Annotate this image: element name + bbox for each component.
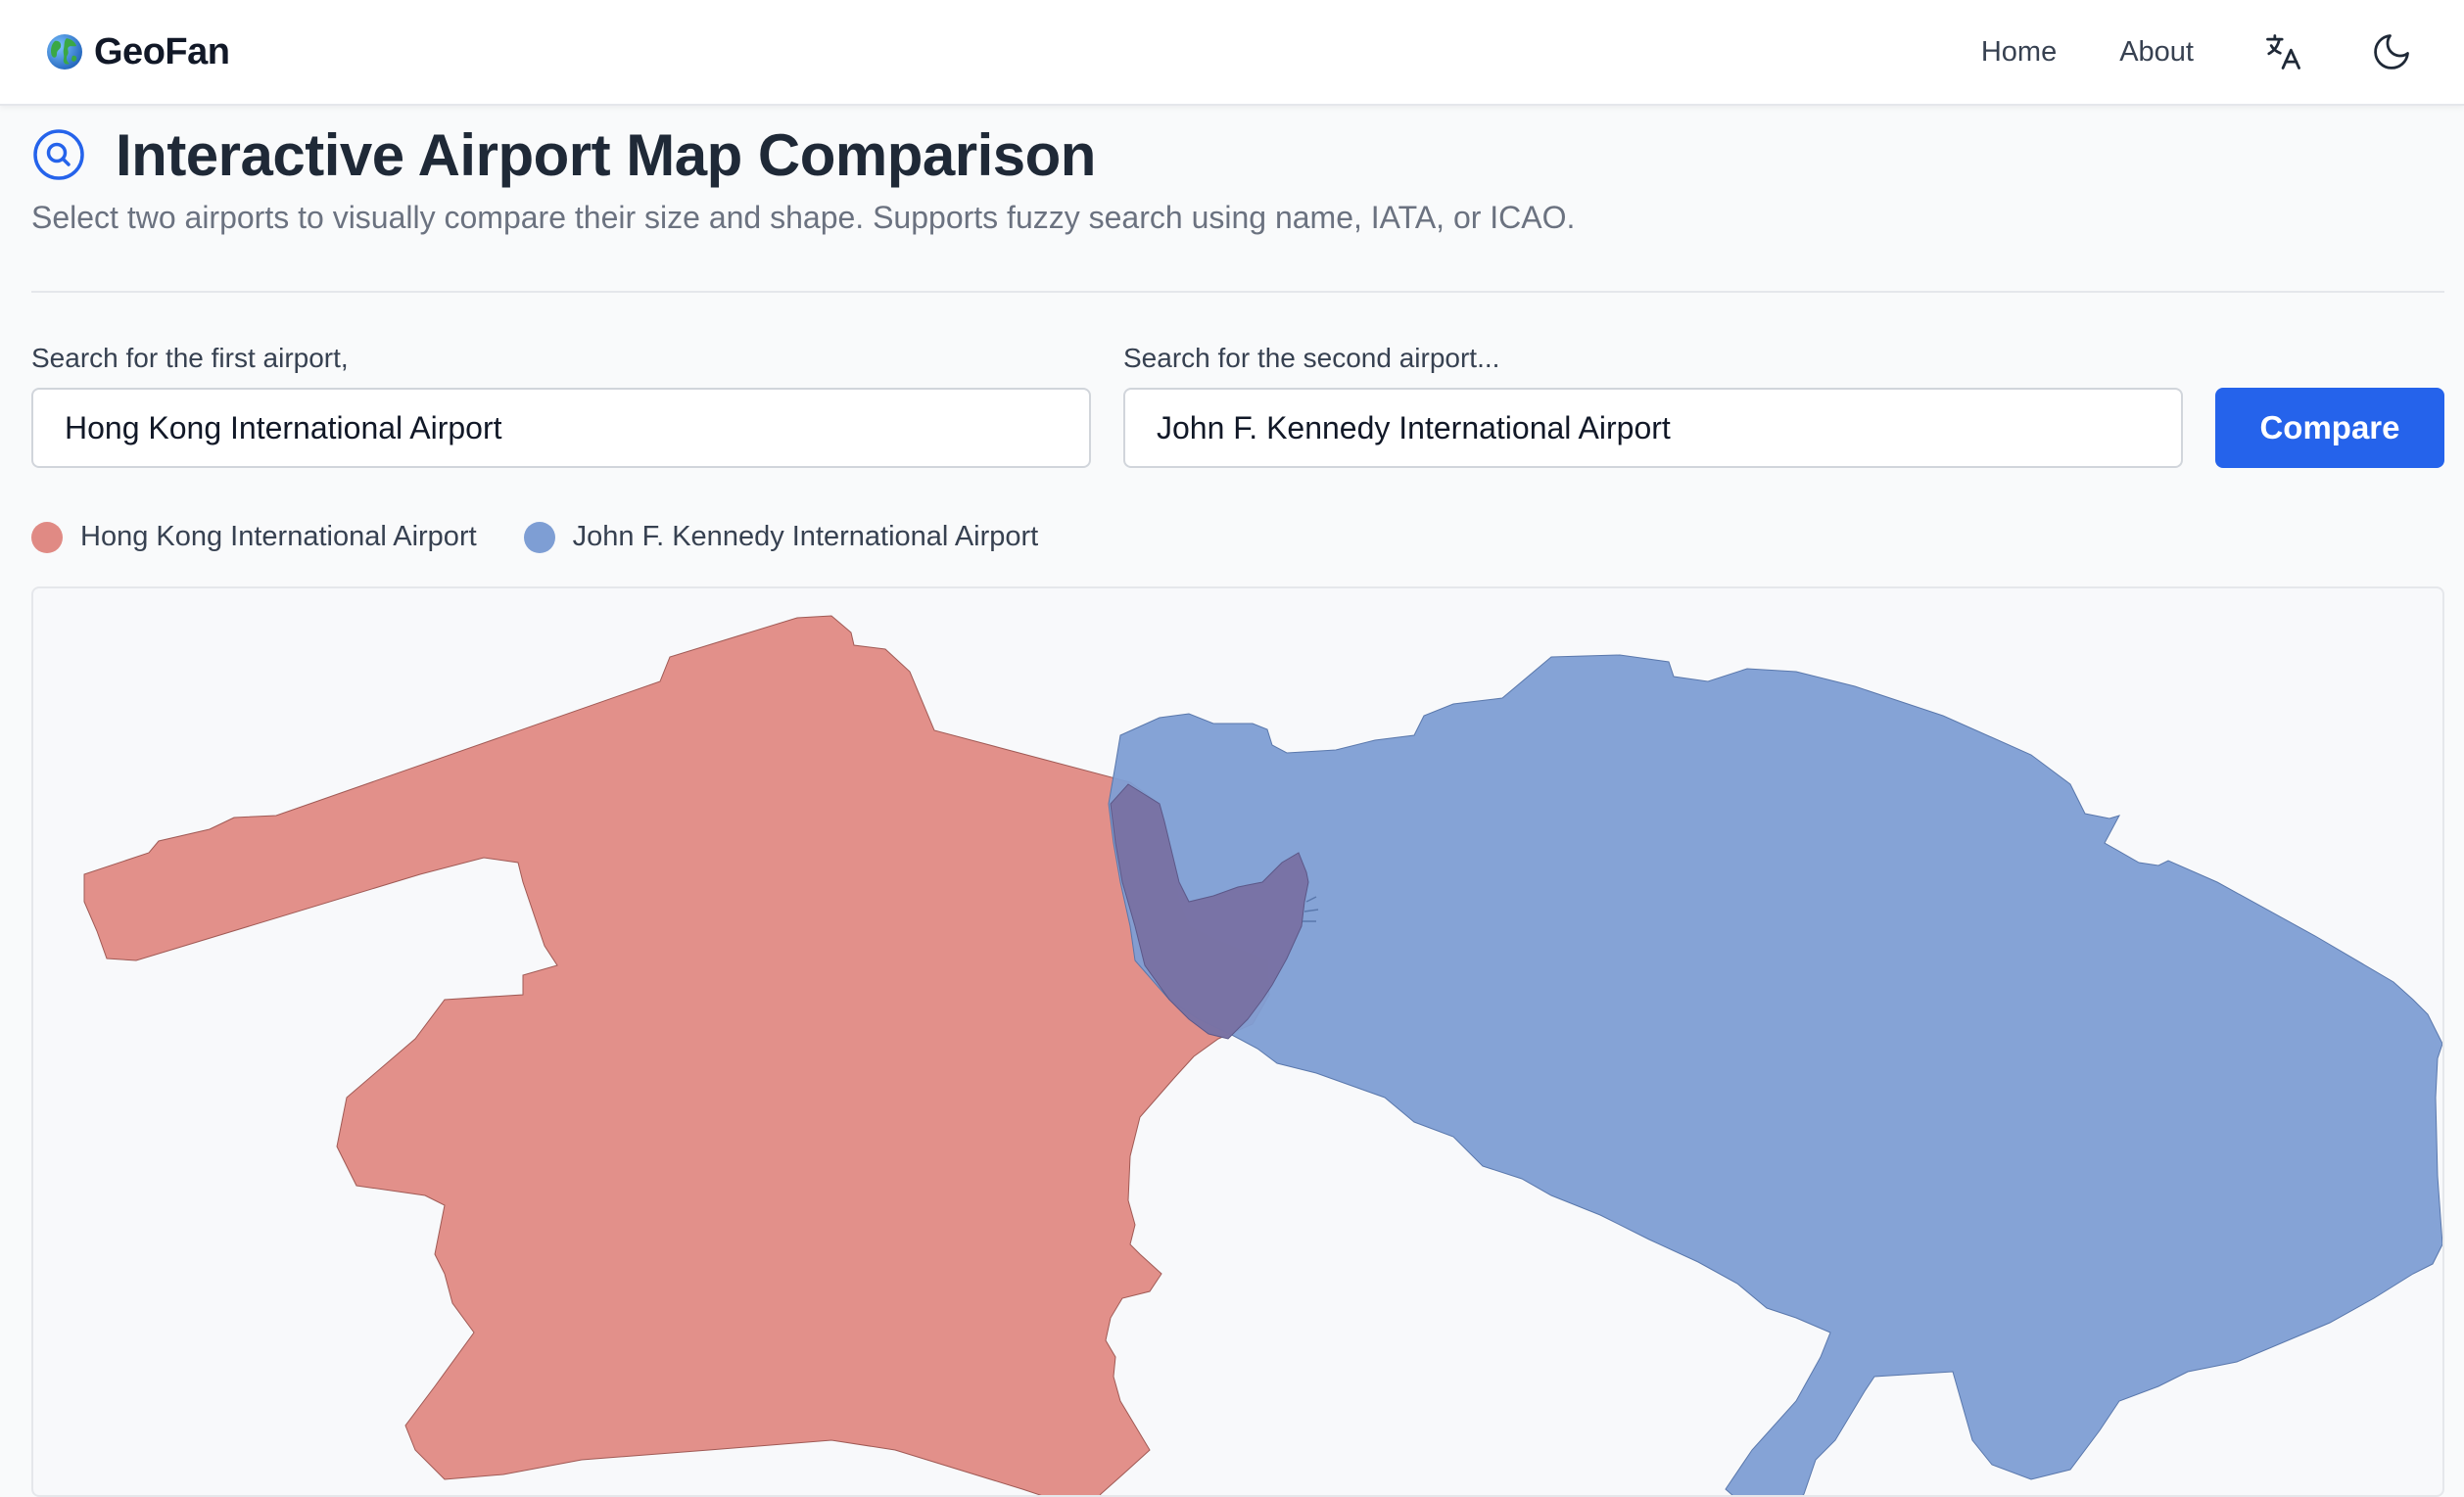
page-subtitle: Select two airports to visually compare … [31, 200, 1576, 235]
legend-label-first: Hong Kong International Airport [80, 521, 477, 552]
second-airport-label: Search for the second airport... [1123, 343, 1500, 373]
globe-icon [47, 34, 82, 70]
second-airport-input[interactable] [1123, 388, 2183, 468]
compare-button[interactable]: Compare [2215, 388, 2444, 468]
nav-home-link[interactable]: Home [1980, 35, 2058, 68]
theme-toggle-button[interactable] [2364, 24, 2419, 79]
map-canvas[interactable] [31, 586, 2444, 1497]
legend-item-first: Hong Kong International Airport [31, 521, 477, 553]
airport-shape-first[interactable] [83, 615, 1270, 1497]
translate-icon [2266, 34, 2300, 70]
nav-links: Home About [1981, 24, 2419, 79]
main-content: Interactive Airport Map Comparison Selec… [31, 106, 2444, 1497]
first-airport-label: Search for the first airport, [31, 343, 349, 373]
pier-lines [1303, 896, 1319, 922]
nav-about-link[interactable]: About [2119, 35, 2194, 68]
search-circle-icon [33, 129, 84, 180]
legend: Hong Kong International Airport John F. … [31, 521, 1085, 553]
overlap-region [1110, 783, 1309, 1040]
airport-shape-second[interactable] [1108, 654, 2442, 1497]
divider [31, 291, 2444, 293]
first-airport-input[interactable] [31, 388, 1091, 468]
page-title: Interactive Airport Map Comparison [116, 121, 1096, 188]
legend-swatch-second [523, 521, 555, 553]
legend-swatch-first [31, 521, 63, 553]
moon-icon [2374, 34, 2409, 70]
brand-link[interactable]: GeoFan [45, 30, 230, 73]
brand-name: GeoFan [94, 30, 230, 72]
legend-item-second: John F. Kennedy International Airport [523, 521, 1039, 553]
legend-label-second: John F. Kennedy International Airport [572, 521, 1039, 552]
top-navbar: GeoFan Home About [0, 0, 2464, 106]
map-svg[interactable] [33, 588, 2444, 1497]
language-button[interactable] [2256, 24, 2311, 79]
title-row: Interactive Airport Map Comparison [31, 116, 1096, 194]
